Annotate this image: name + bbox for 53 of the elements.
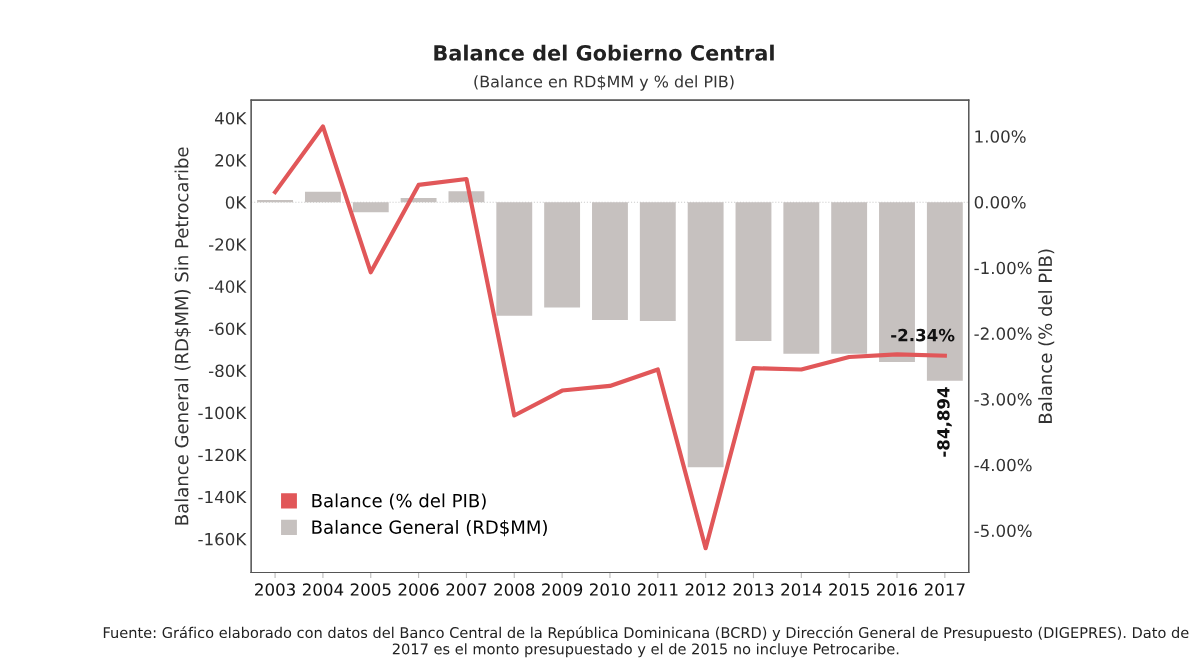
bar (592, 202, 628, 321)
y2-tick-label: -3.00% (974, 393, 1032, 406)
x-tick-label: 2008 (494, 583, 535, 596)
x-tick-label: 2012 (685, 583, 726, 596)
y2-axis-title: Balance (% del PIB) (1038, 249, 1055, 423)
bar (831, 202, 868, 354)
x-tick-label: 2005 (350, 583, 391, 596)
y2-tick-label: 0.00% (974, 195, 1026, 209)
y2-tick-label: 1.00% (975, 130, 1026, 143)
legend-label: Balance General (RD$MM) (312, 519, 547, 537)
bar (257, 200, 294, 203)
y-tick-label: -40K (208, 280, 247, 293)
x-tick-label: 2014 (781, 583, 822, 596)
chart-subtitle: (Balance en RD$MM y % del PIB) (474, 75, 734, 91)
x-tick-label: 2015 (829, 583, 869, 596)
bar (304, 191, 341, 203)
x-tick-label: 2017 (924, 583, 965, 596)
y2-tick-label: -2.00% (974, 327, 1032, 340)
x-tick-label: 2006 (398, 583, 439, 596)
x-tick-label: 2011 (637, 583, 678, 596)
x-tick-label: 2013 (733, 583, 774, 596)
x-tick-label: 2009 (542, 583, 583, 596)
x-tick-label: 2004 (302, 583, 344, 596)
y-tick-label: 0K (225, 196, 247, 209)
x-tick-label: 2003 (255, 583, 295, 596)
data-label: -84,894 (937, 387, 952, 457)
bar (735, 202, 772, 342)
chart-title: Balance del Gobierno Central (434, 44, 774, 61)
x-tick-label: 2007 (446, 583, 487, 596)
legend-label: Balance (% del PIB) (312, 493, 486, 510)
y2-tick-label: -4.00% (974, 458, 1032, 472)
y2-tick-label: -1.00% (974, 261, 1032, 275)
y-tick-label: 40K (214, 111, 247, 125)
x-tick-label: 2010 (589, 583, 631, 596)
x-tick-label: 2016 (877, 583, 918, 596)
bar (496, 202, 533, 316)
bar (687, 202, 724, 468)
y-tick-label: -20K (208, 238, 247, 251)
bar (783, 202, 820, 354)
y-tick-label: -160K (198, 532, 247, 546)
y-tick-label: -140K (198, 490, 247, 504)
y-tick-label: -120K (198, 448, 247, 462)
source-note: Fuente: Gráfico elaborado con datos del Banco Central de la República Dominicana (BCRD) y Dirección General de Presupuesto (DIGEPRES). Dato de 2017 es el monto presupuestado y el de 2015 no incluye Petrocaribe. (103, 626, 1189, 658)
data-label: -2.34% (891, 328, 955, 342)
y-tick-label: -80K (208, 364, 247, 378)
y-tick-label: -60K (208, 322, 247, 336)
bar (639, 202, 676, 322)
y-tick-label: -100K (198, 406, 247, 420)
y-tick-label: 20K (215, 154, 247, 167)
y-axis-title: Balance General (RD$MM) Sin Petrocaribe (174, 147, 191, 525)
y2-tick-label: -5.00% (974, 524, 1032, 538)
bar (544, 202, 581, 308)
bar (352, 202, 389, 213)
